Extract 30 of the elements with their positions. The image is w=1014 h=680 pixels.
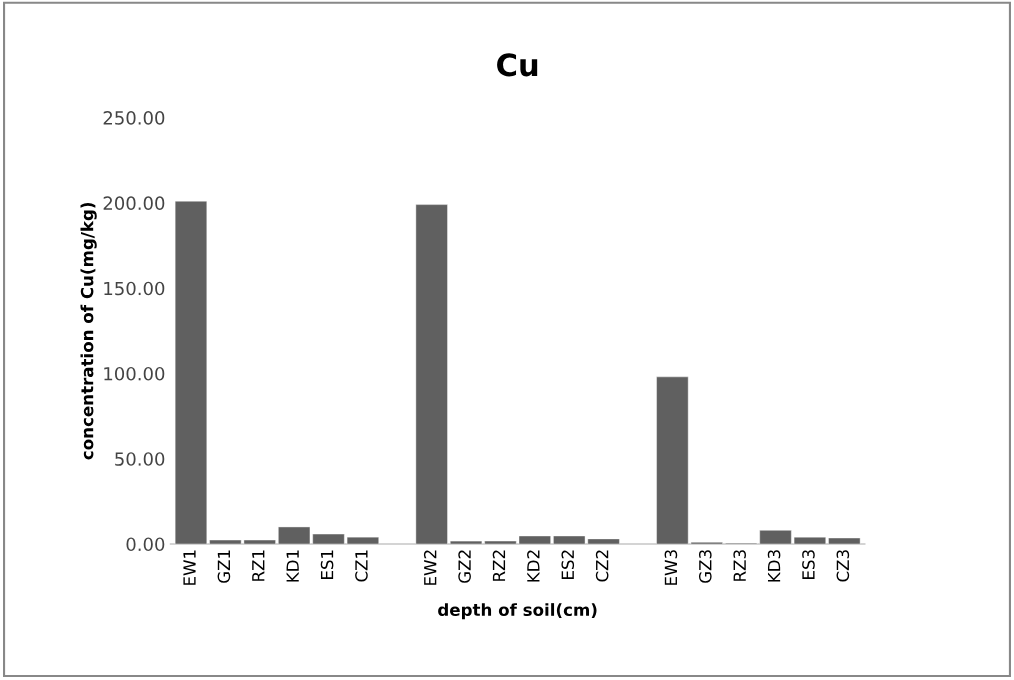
y-tick-label: 250.00 [103, 111, 165, 125]
y-tick-label: 200.00 [103, 196, 165, 211]
x-tick-label: CZ1 [355, 550, 368, 582]
x-tick-label: KD3 [767, 550, 781, 582]
x-tick-label: ES2 [561, 550, 575, 579]
y-tick-label: 0.00 [126, 537, 165, 552]
x-tick-label: EW2 [423, 550, 437, 585]
x-tick-label: KD2 [527, 550, 540, 582]
x-tick-label: EW3 [664, 550, 678, 585]
x-tick-label: GZ2 [458, 550, 471, 583]
x-tick-label: CZ2 [595, 550, 609, 582]
x-axis-title: depth of soil(cm) [438, 603, 597, 620]
x-tick-label: ES3 [802, 550, 815, 579]
bar [174, 201, 208, 544]
x-tick-label: EW1 [183, 550, 196, 585]
x-tick-label: RZ3 [733, 550, 746, 581]
y-tick-label: 50.00 [115, 452, 165, 466]
x-tick-label: GZ3 [699, 550, 712, 583]
y-axis-title: concentration of Cu(mg/kg) [80, 202, 97, 460]
chart-title: Cu [497, 53, 538, 77]
x-tick-label: RZ1 [252, 550, 265, 581]
y-tick-label: 150.00 [104, 281, 165, 296]
x-tick-label: CZ3 [836, 550, 850, 582]
x-tick-label: RZ2 [492, 550, 506, 581]
x-tick-label: KD1 [286, 550, 299, 582]
x-tick-label: GZ1 [217, 550, 231, 583]
bar [415, 204, 448, 544]
x-tick-label: ES1 [320, 550, 334, 579]
bar [828, 537, 861, 544]
y-tick-label: 100.00 [104, 366, 165, 381]
